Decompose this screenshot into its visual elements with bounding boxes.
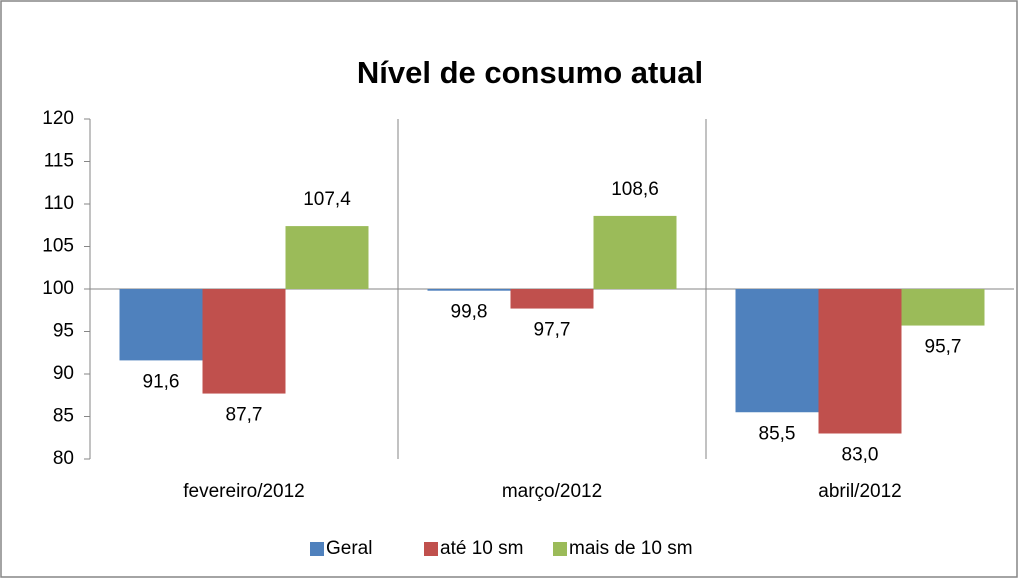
data-label: 108,6 [611,179,659,200]
y-tick-label: 100 [42,278,74,299]
data-label: 99,8 [451,302,488,323]
legend-label: até 10 sm [440,538,523,559]
bar [735,289,819,413]
y-tick-label: 80 [53,448,74,469]
y-tick-label: 115 [44,151,74,172]
data-label: 97,7 [534,320,571,341]
x-tick-label: março/2012 [502,481,602,502]
y-tick-label: 85 [53,406,74,427]
data-label: 107,4 [303,189,351,210]
bar [818,289,902,434]
legend-label: mais de 10 sm [569,538,693,559]
data-label: 91,6 [143,371,180,392]
y-tick-label: 120 [42,108,74,129]
bar [427,289,511,291]
legend-label: Geral [326,538,372,559]
y-tick-label: 105 [42,236,74,257]
bar [901,289,985,326]
y-tick-label: 95 [53,321,74,342]
legend-swatch [424,542,438,556]
chart-title: Nível de consumo atual [357,55,703,90]
data-label: 85,5 [759,423,796,444]
data-label: 95,7 [925,337,962,358]
bar [593,215,677,289]
bar [510,289,594,309]
legend-swatch [553,542,567,556]
data-label: 87,7 [226,405,263,426]
data-label: 83,0 [842,445,879,466]
y-tick-label: 90 [53,363,74,384]
x-tick-label: fevereiro/2012 [183,481,304,502]
x-tick-label: abril/2012 [818,481,901,502]
bar [285,226,369,289]
bar [119,289,203,361]
legend-swatch [310,542,324,556]
y-tick-label: 110 [44,193,74,214]
bar [202,289,286,394]
